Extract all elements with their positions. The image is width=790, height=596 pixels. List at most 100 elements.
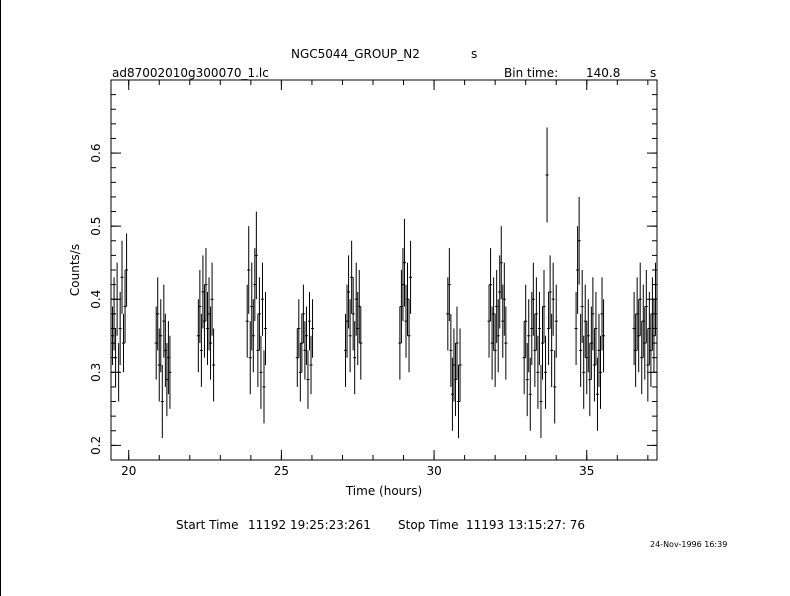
data-point [245,284,249,358]
data-point [125,233,129,307]
data-point [199,313,203,387]
data-point [165,343,169,417]
data-point [545,127,549,223]
data-point [589,306,593,380]
data-point [409,240,413,314]
data-point [597,313,601,387]
data-point [637,299,641,373]
data-point [207,277,211,351]
data-point [402,218,406,307]
data-point [204,248,208,322]
data-point [641,284,645,358]
plot-timestamp: 24-Nov-1996 16:39 [650,540,728,549]
data-point [154,306,158,380]
data-point [522,321,526,395]
data-point [157,328,161,402]
data-point [159,299,163,373]
data-point [553,350,557,424]
data-point [120,240,124,314]
chart-title-suffix: s [471,47,478,61]
data-point [602,299,606,373]
data-point [123,270,127,344]
data-point [297,299,301,358]
data-point [600,277,604,351]
data-point [205,291,209,365]
y-axis-label: Counts/s [68,244,82,296]
data-point [632,291,636,365]
x-tick-label: 35 [579,464,594,478]
data-point [540,306,544,380]
data-point [357,270,361,344]
data-point [528,357,532,431]
data-point [156,277,160,351]
data-point [306,350,310,409]
data-point [650,277,654,351]
data-point [457,365,461,439]
data-point [653,262,657,336]
data-point [399,270,403,344]
data-point [592,328,596,402]
data-point [644,270,648,344]
y-tick-label: 0.4 [89,290,103,309]
data-point [649,313,653,387]
data-point [450,357,454,431]
data-point [582,335,586,409]
data-point [554,284,558,358]
data-point [209,306,213,380]
stop-time-label: Stop Time [398,518,459,532]
data-point [253,248,257,322]
data-point [356,291,360,365]
data-point [455,306,459,380]
data-point [634,313,638,387]
data-point [295,328,299,387]
data-points [111,127,657,439]
data-point [307,291,311,351]
data-point [404,284,408,358]
data-point [548,255,552,329]
data-point [303,321,307,380]
data-point [359,306,363,380]
data-point [301,284,305,344]
stop-time-value: 11193 13:15:27: 76 [466,518,586,532]
data-point [347,255,351,329]
plot-frame [110,79,658,461]
data-point [534,277,538,351]
data-point [580,270,584,344]
data-point [502,262,506,336]
data-point [248,321,252,395]
data-point [453,343,457,417]
data-point [594,291,598,365]
data-point [259,335,263,409]
data-point [501,284,505,358]
data-point [576,226,580,314]
data-point [452,328,456,402]
data-point [351,277,355,351]
data-point [550,313,554,387]
chart-title: NGC5044_GROUP_N2 [291,47,420,61]
data-point [257,277,261,351]
data-point [162,284,166,358]
data-point [652,299,656,373]
bin-time-value: 140.8 [586,66,621,80]
data-point [114,328,118,387]
data-point [115,262,119,336]
data-point [533,313,537,387]
data-point [345,284,349,358]
data-point [530,291,534,365]
x-axis-label: Time (hours) [345,484,422,498]
y-tick-label: 0.2 [89,436,103,455]
data-point [490,306,494,380]
x-tick-label: 25 [274,464,289,478]
data-point [458,328,462,402]
y-tick-label: 0.6 [89,144,103,163]
data-point [536,335,540,409]
data-point [401,248,405,322]
data-point [638,262,642,336]
data-point [504,306,508,380]
data-point [264,291,268,365]
start-time-value: 11192 19:25:23:261 [248,518,371,532]
start-time-label: Start Time [176,518,239,532]
data-point [574,291,578,365]
data-point [449,313,453,387]
